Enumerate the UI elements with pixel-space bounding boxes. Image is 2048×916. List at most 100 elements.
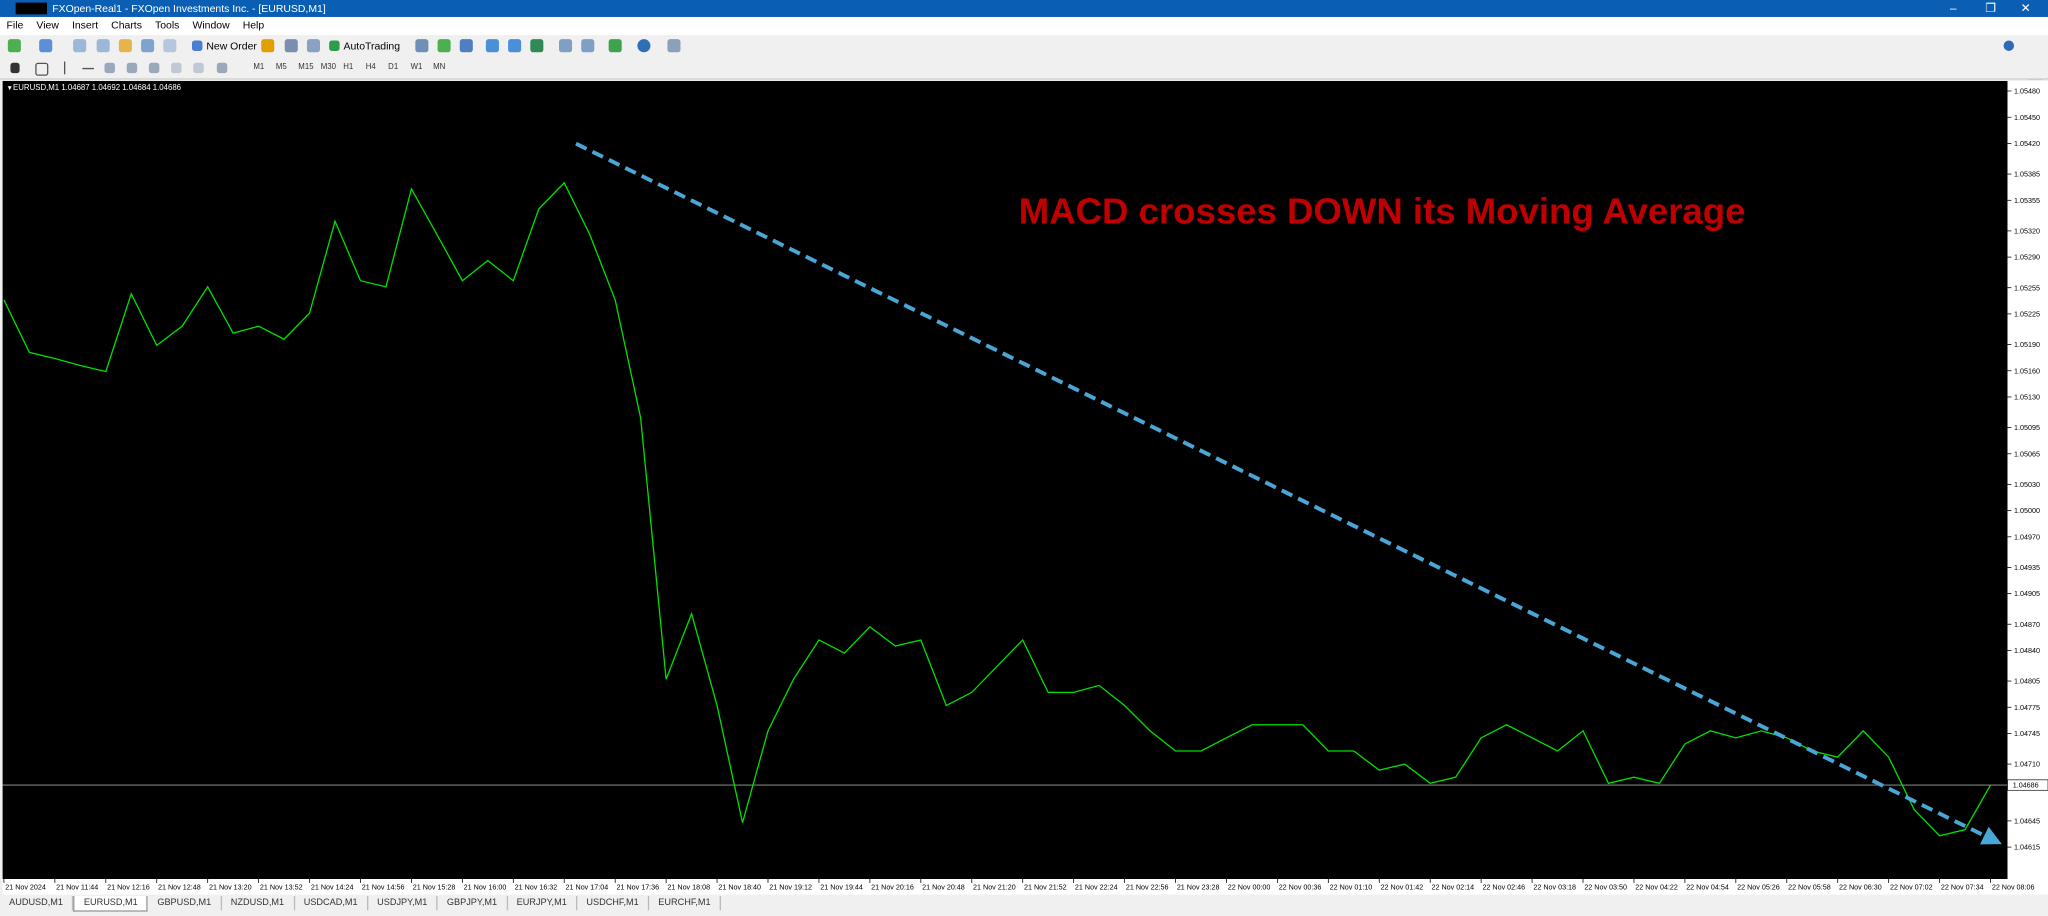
indicators-icon[interactable] (608, 39, 622, 53)
x-tick-label: 22 Nov 02:14 (1432, 883, 1475, 891)
autotrading-icon[interactable] (329, 40, 340, 51)
market-icon[interactable] (306, 39, 320, 53)
new-order-icon[interactable] (191, 40, 203, 51)
y-tick-label: 1.05320 (2014, 227, 2040, 235)
timeframe-button[interactable]: M30 (320, 63, 337, 72)
terminal-icon[interactable] (141, 39, 155, 53)
price-axis (2007, 80, 2048, 880)
x-tick-label: 22 Nov 05:58 (1788, 883, 1831, 891)
timeframe-button[interactable]: M15 (298, 63, 314, 72)
menu-item[interactable]: Window (192, 19, 230, 32)
timeframe-button[interactable]: MN (433, 63, 446, 72)
menu-item[interactable]: Tools (154, 19, 180, 32)
chart-tab[interactable]: EURUSD,M1 (73, 895, 149, 912)
chart-tab[interactable]: USDJPY,M1 (368, 895, 438, 911)
chart-tab[interactable]: GBPJPY,M1 (438, 895, 508, 911)
y-tick-label: 1.05450 (2014, 114, 2040, 122)
menu-item[interactable]: File (6, 19, 24, 32)
zoom-in-icon[interactable] (485, 39, 499, 53)
tester-icon[interactable] (163, 39, 177, 53)
search-icon[interactable] (2003, 40, 2015, 51)
scroll-icon[interactable] (559, 39, 573, 53)
x-tick-label: 22 Nov 04:22 (1635, 883, 1678, 891)
x-tick-label: 22 Nov 05:26 (1737, 883, 1780, 891)
periods-icon[interactable] (637, 39, 651, 53)
chart: EURUSD,M1 1.04687 1.04692 1.04684 1.0468… (0, 79, 2048, 895)
timeframe-button[interactable]: H4 (365, 63, 376, 72)
x-tick-label: 21 Nov 22:24 (1075, 883, 1118, 891)
chart-tab[interactable]: EURCHF,M1 (649, 895, 722, 911)
x-tick-label: 21 Nov 14:24 (311, 883, 354, 891)
signals-icon[interactable] (284, 39, 298, 53)
line-chart-icon[interactable] (459, 39, 473, 53)
chart-tab[interactable]: USDCHF,M1 (577, 895, 650, 911)
cursor-icon[interactable] (10, 62, 20, 74)
toolbar: New Order AutoTrading 1 (0, 35, 2048, 88)
chart-tab[interactable]: EURJPY,M1 (508, 895, 578, 911)
navigator-icon[interactable] (118, 39, 132, 53)
candles-icon[interactable] (437, 39, 451, 53)
y-tick-label: 1.04775 (2014, 704, 2040, 712)
data-window-icon[interactable] (96, 39, 110, 53)
y-tick-label: 1.05355 (2014, 197, 2040, 205)
market-watch-icon[interactable] (73, 39, 87, 53)
timeframe-button[interactable]: M1 (253, 63, 265, 72)
y-tick-label: 1.05095 (2014, 424, 2040, 432)
x-tick-label: 21 Nov 2024 (5, 883, 46, 891)
chart-tab[interactable]: GBPUSD,M1 (148, 895, 222, 911)
chart-header: EURUSD,M1 1.04687 1.04692 1.04684 1.0468… (13, 83, 182, 92)
x-tick-label: 21 Nov 13:20 (209, 883, 252, 891)
menu-item[interactable]: View (36, 19, 59, 32)
zoom-out-icon[interactable] (508, 39, 522, 53)
y-tick-label: 1.04645 (2014, 818, 2040, 826)
x-tick-label: 21 Nov 12:16 (107, 883, 150, 891)
timeframe-button[interactable]: D1 (388, 63, 399, 72)
crosshair-icon[interactable] (35, 62, 49, 76)
hline-icon[interactable] (82, 67, 95, 70)
bar-chart-icon[interactable] (415, 39, 429, 53)
vline-icon[interactable] (63, 61, 66, 75)
x-tick-label: 21 Nov 13:52 (260, 883, 303, 891)
y-tick-label: 1.04935 (2014, 564, 2040, 572)
menu-item[interactable]: Insert (71, 19, 99, 32)
menu-item[interactable]: Help (242, 19, 265, 32)
x-tick-label: 21 Nov 12:48 (158, 883, 201, 891)
autotrading-button[interactable]: AutoTrading (343, 40, 401, 53)
timeframe-button[interactable]: M5 (275, 63, 287, 72)
y-tick-label: 1.05290 (2014, 254, 2040, 262)
restore-button[interactable]: ❐ (1985, 1, 1996, 15)
x-tick-label: 22 Nov 00:36 (1279, 883, 1322, 891)
y-tick-label: 1.05000 (2014, 507, 2040, 515)
chart-tab[interactable]: NZDUSD,M1 (222, 895, 295, 911)
label-icon[interactable] (193, 62, 204, 74)
fibo-icon[interactable] (148, 62, 160, 74)
text-icon[interactable] (171, 62, 182, 74)
menu-item[interactable]: Charts (111, 19, 142, 32)
templates-icon[interactable] (667, 39, 681, 53)
timeframe-button[interactable]: H1 (343, 63, 354, 72)
y-tick-label: 1.04870 (2014, 621, 2040, 629)
x-tick-label: 21 Nov 17:36 (616, 883, 659, 891)
minimize-button[interactable]: – (1950, 1, 1957, 15)
tile-icon[interactable] (530, 39, 544, 53)
close-button[interactable]: ✕ (2020, 1, 2031, 15)
x-tick-label: 21 Nov 14:56 (362, 883, 405, 891)
y-tick-label: 1.05065 (2014, 450, 2040, 458)
y-tick-label: 1.05030 (2014, 481, 2040, 489)
y-tick-label: 1.04805 (2014, 678, 2040, 686)
x-tick-label: 22 Nov 04:54 (1686, 883, 1729, 891)
metaeditor-icon[interactable] (261, 39, 275, 53)
new-chart-icon[interactable] (7, 39, 21, 53)
arrows-icon[interactable] (216, 62, 228, 74)
chart-tab[interactable]: AUDUSD,M1 (0, 895, 74, 911)
x-tick-label: 22 Nov 07:02 (1890, 883, 1933, 891)
timeframe-button[interactable]: W1 (410, 63, 423, 72)
profiles-icon[interactable] (39, 39, 53, 53)
new-order-button[interactable]: New Order (206, 40, 257, 53)
y-tick-label: 1.05225 (2014, 311, 2040, 319)
trendline-icon[interactable] (104, 62, 115, 74)
channel-icon[interactable] (126, 62, 138, 74)
time-axis (2, 879, 2048, 895)
chart-tab[interactable]: USDCAD,M1 (295, 895, 369, 911)
shift-icon[interactable] (581, 39, 595, 53)
